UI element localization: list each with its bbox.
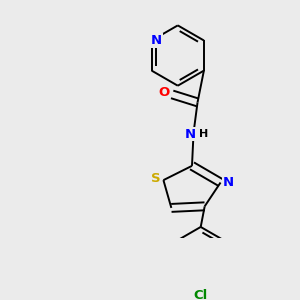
Text: N: N	[185, 128, 196, 141]
Text: H: H	[199, 129, 208, 139]
Text: O: O	[159, 86, 170, 99]
Text: N: N	[223, 176, 234, 189]
Text: S: S	[151, 172, 160, 185]
Text: N: N	[151, 34, 162, 47]
Text: Cl: Cl	[194, 289, 208, 300]
